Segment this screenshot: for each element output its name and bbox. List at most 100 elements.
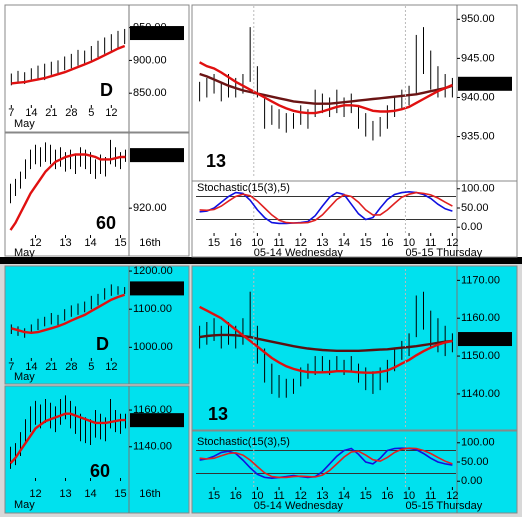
x-tick-label: 13	[316, 237, 328, 249]
y-tick-label: 950.00	[461, 13, 495, 25]
y-tick-label: 1000.00	[133, 341, 173, 353]
x-tick-label: 14	[338, 490, 350, 502]
x-sublabel: May	[14, 499, 35, 511]
x-end-label: 16th	[139, 237, 160, 249]
timeframe-label: 60	[96, 213, 116, 233]
moving-average	[199, 305, 453, 374]
timeframe-label: D	[96, 334, 109, 354]
x-sublabel: May	[14, 118, 35, 130]
x-tick-label: 12	[29, 488, 41, 500]
y-tick-label: 1160.00	[461, 312, 500, 324]
x-tick-label: 14	[84, 237, 96, 249]
y-tick-label: 900.00	[133, 54, 167, 66]
x-tick-label: 28	[65, 361, 77, 373]
panel	[191, 430, 518, 514]
date-label: 05-15 Thursday	[405, 500, 482, 512]
y-tick-label: 100.00	[461, 437, 495, 449]
last-price-label: 1154.50	[461, 333, 500, 345]
x-tick-label: 16	[230, 237, 242, 249]
moving-average	[199, 72, 453, 105]
last-price-label: 941.75	[133, 27, 167, 39]
y-tick-label: 920.00	[133, 202, 167, 214]
y-tick-label: 1140.00	[461, 388, 500, 400]
x-tick-label: 10	[251, 237, 263, 249]
x-tick-label: 15	[360, 490, 372, 502]
x-tick-label: 12	[105, 361, 117, 373]
date-label: 05-15 Thursday	[405, 247, 482, 259]
date-label: 05-14 Wednesday	[254, 247, 344, 259]
y-tick-label: 1160.00	[133, 404, 172, 416]
x-tick-label: 12	[105, 107, 117, 119]
moving-average	[9, 412, 126, 465]
timeframe-label: D	[100, 80, 113, 100]
last-price-label: 1154.50	[133, 414, 172, 426]
timeframe-label: 13	[206, 151, 226, 171]
x-sublabel: May	[14, 247, 35, 259]
x-tick-label: 15	[208, 490, 220, 502]
x-tick-label: 14	[25, 361, 37, 373]
last-price-box	[458, 76, 512, 91]
x-tick-label: 11	[425, 490, 436, 502]
x-tick-label: 11	[425, 237, 436, 249]
panel	[191, 265, 518, 431]
stochastic-line	[199, 191, 453, 224]
x-tick-label: 10	[251, 490, 263, 502]
last-price-box	[130, 281, 184, 296]
x-tick-label: 16	[381, 490, 393, 502]
y-tick-label: 935.00	[461, 130, 495, 142]
x-tick-label: 28	[65, 107, 77, 119]
x-tick-label: 15	[208, 237, 220, 249]
x-tick-label: 13	[59, 488, 71, 500]
y-tick-label: 0.00	[461, 221, 482, 233]
y-tick-label: 50.00	[461, 456, 489, 468]
timeframe-label: 13	[208, 404, 228, 424]
x-tick-label: 16	[230, 490, 242, 502]
x-tick-label: 12	[446, 237, 458, 249]
x-tick-label: 15	[360, 237, 372, 249]
last-price-box	[130, 148, 184, 163]
last-price-label: 1154.50	[133, 282, 172, 294]
y-tick-label: 945.00	[461, 52, 495, 64]
date-label: 05-14 Wednesday	[254, 500, 344, 512]
x-tick-label: 13	[59, 237, 71, 249]
x-end-label: 16th	[139, 488, 160, 500]
y-tick-label: 100.00	[461, 183, 495, 195]
y-tick-label: 0.00	[461, 475, 482, 487]
y-tick-label: 1100.00	[133, 303, 172, 315]
panel	[191, 4, 518, 182]
x-tick-label: 14	[84, 488, 96, 500]
x-tick-label: 14	[338, 237, 350, 249]
moving-average	[9, 153, 126, 231]
x-tick-label: 11	[273, 237, 284, 249]
last-price-box	[130, 26, 184, 41]
y-tick-label: 1150.00	[461, 350, 500, 362]
x-tick-label: 21	[45, 107, 57, 119]
y-tick-label: 1200.00	[133, 265, 173, 277]
x-tick-label: 10	[403, 237, 415, 249]
y-tick-label: 1170.00	[461, 274, 500, 286]
moving-average	[199, 61, 453, 115]
x-tick-label: 12	[295, 237, 307, 249]
last-price-label: 941.75	[133, 149, 167, 161]
x-tick-label: 15	[114, 237, 126, 249]
last-price-box	[130, 413, 184, 428]
x-tick-label: 15	[114, 488, 126, 500]
moving-average	[199, 333, 453, 352]
last-price-box	[458, 332, 512, 347]
x-tick-label: 13	[316, 490, 328, 502]
x-tick-label: 12	[295, 490, 307, 502]
x-tick-label: 5	[88, 107, 94, 119]
x-tick-label: 7	[8, 107, 14, 119]
x-tick-label: 7	[8, 361, 14, 373]
indicator-title: Stochastic(15(3),5)	[197, 436, 290, 448]
stochastic-line	[199, 190, 453, 225]
x-tick-label: 12	[446, 490, 458, 502]
indicator-title: Stochastic(15(3),5)	[197, 182, 290, 194]
x-tick-label: 5	[88, 361, 94, 373]
x-tick-label: 14	[25, 107, 37, 119]
last-price-label: 941.75	[461, 78, 495, 90]
moving-average	[10, 293, 126, 335]
y-tick-label: 850.00	[133, 87, 167, 99]
y-tick-label: 50.00	[461, 202, 489, 214]
